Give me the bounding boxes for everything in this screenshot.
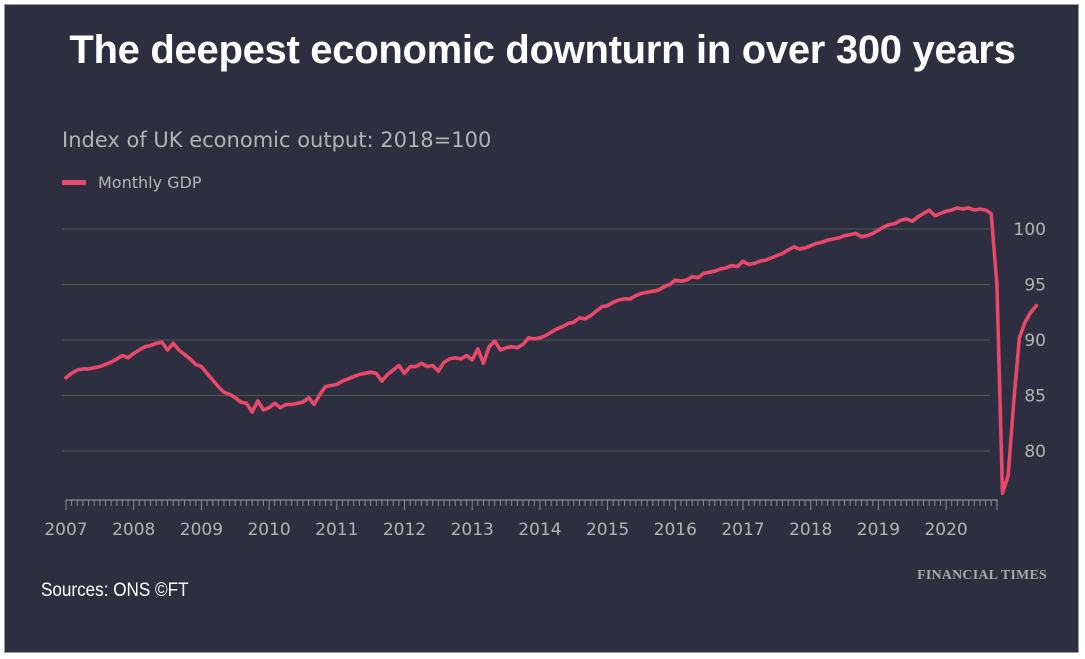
x-tick-label: 2015	[586, 520, 629, 540]
y-tick-label: 80	[1024, 442, 1046, 462]
y-tick-label: 90	[1024, 331, 1046, 351]
x-tick-label: 2018	[789, 520, 832, 540]
legend-swatch-monthly-gdp	[62, 180, 86, 185]
headline: The deepest economic downturn in over 30…	[69, 28, 1016, 72]
x-tick-label: 2008	[112, 520, 155, 540]
x-tick-label: 2007	[44, 520, 87, 540]
x-tick-label: 2013	[451, 520, 494, 540]
legend: Monthly GDP	[62, 173, 202, 192]
x-tick-label: 2010	[247, 520, 290, 540]
y-tick-label: 85	[1024, 387, 1046, 407]
x-tick-label: 2014	[518, 520, 561, 540]
y-axis: 80 85 90 95 100	[1014, 220, 1046, 462]
x-axis: 2007 2008 2009 2010 2011 2012 2013 2014 2015 2016…	[44, 499, 998, 540]
x-tick-label: 2017	[721, 520, 764, 540]
x-tick-label: 2019	[857, 520, 900, 540]
series-line-monthly-gdp	[64, 206, 1039, 496]
source-note: Sources: ONS ©FT	[41, 580, 189, 601]
x-tick-label: 2016	[654, 520, 697, 540]
y-tick-label: 95	[1024, 276, 1046, 296]
x-tick-label: 2011	[315, 520, 358, 540]
x-tick-label: 2009	[180, 520, 223, 540]
series-group	[64, 206, 1039, 496]
chart-panel	[4, 4, 1079, 653]
brand-logo-text: FINANCIAL TIMES	[917, 568, 1047, 583]
y-tick-label: 100	[1014, 220, 1046, 240]
chart-title: Index of UK economic output: 2018=100	[62, 128, 492, 152]
x-tick-label: 2020	[924, 520, 967, 540]
x-tick-label: 2012	[383, 520, 426, 540]
legend-label-monthly-gdp: Monthly GDP	[98, 173, 202, 192]
